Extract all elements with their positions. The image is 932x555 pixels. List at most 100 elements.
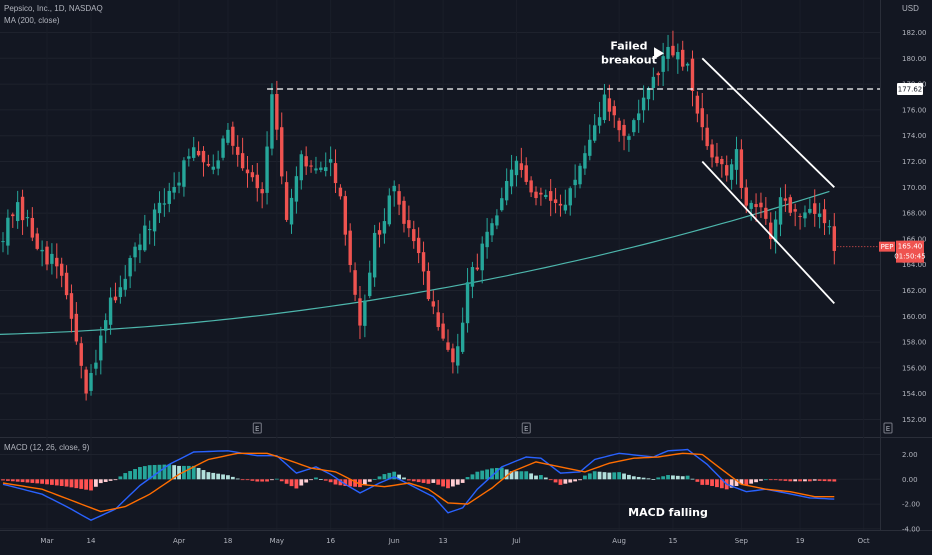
candle-body [363, 300, 367, 326]
macd-histogram-bar [651, 479, 656, 480]
time-tick-label: 14 [87, 537, 96, 545]
candle-body [558, 203, 563, 206]
candle-body [192, 147, 196, 158]
earnings-marker-label: E [524, 425, 528, 433]
macd-histogram-bar [494, 467, 499, 480]
macd-histogram-bar [553, 479, 558, 483]
time-tick-label: Jul [511, 537, 521, 545]
candle-body [646, 88, 651, 100]
macd-histogram-bar [690, 478, 695, 480]
candle-body [539, 192, 543, 195]
macd-histogram-bar [294, 479, 299, 489]
macd-histogram-bar [695, 479, 700, 482]
candle-body [231, 126, 235, 146]
macd-histogram-bar [798, 479, 802, 482]
earnings-marker[interactable] [883, 422, 893, 434]
macd-histogram-bar [1, 479, 5, 481]
candle-body [480, 243, 484, 271]
macd-histogram-bar [362, 479, 367, 485]
candle-body [157, 202, 162, 214]
candle-body [817, 213, 822, 217]
macd-histogram-bar [592, 471, 597, 480]
macd-histogram-bar [773, 479, 778, 481]
macd-histogram-bar [54, 479, 59, 486]
macd-histogram-bar [803, 479, 807, 482]
candle-body [333, 163, 338, 184]
macd-histogram-bar [167, 464, 172, 480]
candle-body [152, 209, 157, 232]
candle-body [813, 203, 817, 214]
macd-histogram-bar [226, 475, 230, 480]
candle-body [729, 164, 734, 180]
macd-histogram-bar [84, 479, 89, 490]
macd-histogram-bar [671, 475, 675, 480]
candle-body [421, 252, 426, 272]
macd-histogram-bar [406, 479, 411, 481]
macd-histogram-bar [416, 479, 421, 483]
macd-histogram-bar [666, 475, 670, 480]
macd-histogram-bar [147, 465, 152, 480]
candle-body [236, 146, 240, 155]
macd-histogram-bar [152, 464, 157, 480]
macd-histogram-bar [235, 478, 240, 480]
candle-body [798, 215, 802, 217]
candle-body [402, 200, 406, 224]
resistance-price-tag [897, 83, 923, 96]
macd-histogram-bar [289, 479, 294, 487]
candle-body [15, 202, 20, 222]
breakout-arrow-head [654, 47, 665, 60]
macd-histogram-bar [133, 469, 137, 480]
macd-histogram-bar [230, 476, 235, 480]
candle-body [270, 94, 274, 149]
macd-histogram-bar [499, 467, 504, 480]
earnings-marker-label: E [886, 425, 890, 433]
candle-body [177, 182, 181, 186]
macd-histogram-bar [710, 479, 714, 486]
macd-histogram-bar [177, 465, 181, 480]
macd-histogram-bar [832, 479, 837, 482]
earnings-marker[interactable] [521, 422, 531, 434]
candle-body [651, 76, 656, 88]
macd-histogram-bar [35, 479, 40, 484]
countdown-label: 01:50:45 [894, 253, 925, 261]
macd-histogram-bar [539, 475, 543, 480]
macd-histogram-bar [50, 479, 54, 485]
candle-body [196, 150, 201, 156]
candle-body [128, 258, 132, 277]
macd-histogram-bar [20, 479, 25, 483]
macd-histogram-bar [353, 479, 357, 487]
macd-histogram-bar [465, 477, 470, 480]
candle-body [275, 94, 279, 130]
candle-body [637, 113, 641, 121]
macd-histogram-bar [343, 479, 348, 486]
macd-histogram-bar [216, 473, 221, 480]
macd-histogram-bar [25, 479, 30, 483]
macd-histogram-bar [646, 478, 651, 480]
candle-body [754, 204, 758, 208]
macd-histogram-bar [426, 479, 431, 484]
macd-histogram-bar [255, 479, 260, 482]
candle-body [451, 348, 455, 363]
candle-body [588, 139, 592, 156]
candle-body [397, 191, 401, 205]
candle-body [769, 222, 773, 240]
candle-body [211, 166, 215, 170]
candle-body [622, 124, 626, 136]
macd-histogram-bar [367, 479, 372, 482]
macd-histogram-bar [89, 479, 93, 491]
macd-signal-line [2, 452, 835, 513]
macd-histogram-bar [783, 479, 788, 481]
earnings-marker[interactable] [252, 422, 262, 434]
macd-histogram-bar [138, 467, 142, 480]
macd-line [2, 448, 835, 521]
macd-histogram-bar [788, 479, 793, 482]
candle-body [822, 209, 827, 224]
time-tick-label: Mar [40, 537, 53, 545]
price-tick-label: 154.00 [902, 390, 927, 398]
symbol-title: Pepsico, Inc., 1D, NASDAQ [4, 4, 103, 13]
candle-body [328, 159, 333, 163]
candle-body [578, 165, 582, 185]
candle-body [358, 298, 362, 326]
